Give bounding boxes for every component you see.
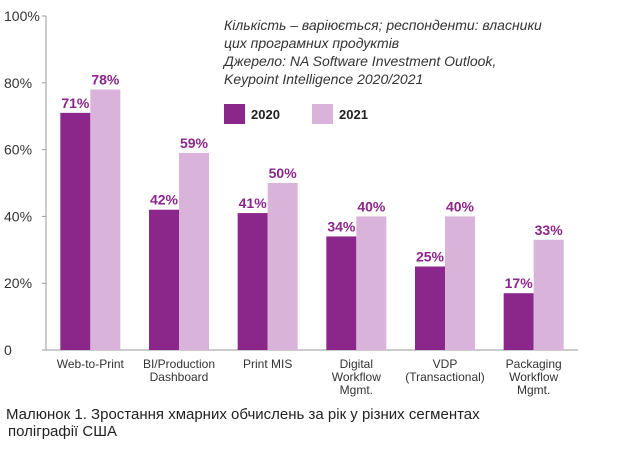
bar-2020-1 — [149, 209, 179, 350]
bar-2021-0 — [90, 89, 121, 350]
y-tick-label: 100% — [4, 8, 40, 24]
bar-2021-1 — [179, 152, 209, 350]
data-label-2021-4: 40% — [446, 198, 475, 214]
data-label-2020-2: 41% — [239, 195, 268, 211]
y-tick-label: 40% — [4, 208, 32, 224]
data-label-2020-3: 34% — [327, 218, 356, 234]
chart-notes: Кількість – варіюється; респонденти: вла… — [222, 17, 542, 87]
data-label-2021-5: 33% — [535, 222, 564, 238]
y-tick-label: 0 — [4, 342, 12, 358]
category-label: Web-to-Print — [57, 357, 125, 371]
category-label: BI/Production — [143, 357, 215, 371]
category-label: Workflow — [509, 370, 558, 384]
category-label: Packaging — [506, 357, 562, 371]
note-line-2: цих програмних продуктів — [224, 35, 399, 51]
category-label: Digital — [340, 357, 373, 371]
bar-2020-5 — [503, 293, 534, 350]
legend-label-2021: 2021 — [339, 107, 368, 122]
data-label-2020-4: 25% — [416, 249, 445, 265]
category-label: Print MIS — [243, 357, 292, 371]
legend: 2020 2021 — [224, 104, 368, 124]
category-label: VDP — [433, 357, 458, 371]
data-label-2021-0: 78% — [91, 71, 120, 87]
data-label-2021-2: 50% — [269, 165, 298, 181]
y-tick-label: 60% — [4, 142, 32, 158]
bar-chart: 020%40%60%80%100% 71%78%42%59%41%50%34%4… — [4, 8, 578, 397]
bar-2021-5 — [533, 239, 564, 350]
legend-label-2020: 2020 — [251, 107, 280, 122]
category-label: Workflow — [332, 370, 381, 384]
caption-line-1: Малюнок 1. Зростання хмарних обчислень з… — [6, 406, 480, 423]
data-label-2021-3: 40% — [357, 198, 386, 214]
note-line-4: Keypoint Intelligence 2020/2021 — [224, 71, 423, 87]
data-label-2020-5: 17% — [505, 275, 534, 291]
data-label-2020-0: 71% — [61, 95, 90, 111]
bar-2020-0 — [60, 112, 91, 350]
category-label: Mgmt. — [517, 383, 550, 397]
bar-2020-3 — [326, 236, 357, 350]
note-line-3: Джерело: NA Software Investment Outlook, — [222, 53, 496, 69]
bar-2021-2 — [267, 183, 298, 350]
category-label: (Transactional) — [405, 370, 485, 384]
legend-swatch-2021 — [312, 104, 333, 124]
category-label: Mgmt. — [340, 383, 373, 397]
legend-swatch-2020 — [224, 104, 245, 124]
y-tick-label: 20% — [4, 275, 32, 291]
figure-caption: Малюнок 1. Зростання хмарних обчислень з… — [6, 406, 626, 440]
category-label: Dashboard — [150, 370, 209, 384]
bar-2020-2 — [237, 213, 268, 350]
y-tick-label: 80% — [4, 75, 32, 91]
note-line-1: Кількість – варіюється; респонденти: вла… — [224, 17, 542, 33]
y-axis: 0 20% 40% 60% 80% 100% — [4, 8, 578, 358]
caption-line-2: поліграфії США — [8, 423, 117, 440]
bar-2021-4 — [445, 216, 475, 350]
data-label-2021-1: 59% — [180, 135, 209, 151]
bars — [60, 89, 564, 350]
bar-2021-3 — [356, 216, 387, 350]
data-labels: 71%78%42%59%41%50%34%40%25%40%17%33% — [61, 71, 563, 291]
data-label-2020-1: 42% — [150, 192, 179, 208]
bar-2020-4 — [415, 266, 445, 350]
